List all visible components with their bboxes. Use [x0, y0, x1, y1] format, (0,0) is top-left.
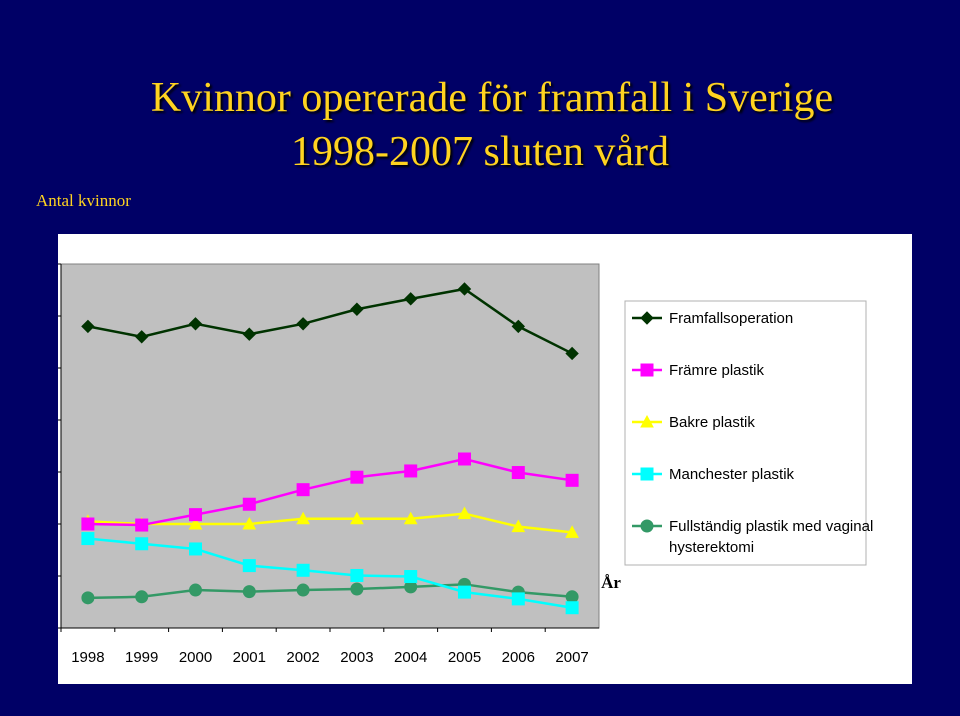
data-point [81, 532, 95, 546]
data-point [81, 591, 95, 605]
legend-label: Bakre plastik [669, 414, 755, 431]
x-tick-label: 2004 [394, 649, 427, 666]
data-point [189, 542, 202, 556]
data-point [242, 559, 256, 573]
data-point [403, 292, 418, 306]
data-point [350, 302, 364, 316]
y-axis-label: Antal kvinnor [36, 191, 131, 210]
legend-marker [640, 311, 654, 325]
data-point [511, 319, 526, 334]
data-point [189, 583, 202, 597]
data-point [242, 516, 257, 530]
chart-title-line2: 1998-2007 sluten vård [291, 129, 669, 175]
legend-marker [640, 363, 654, 377]
data-point [134, 330, 149, 344]
x-tick-label: 1999 [125, 649, 158, 666]
x-tick-label: 2007 [555, 649, 588, 666]
data-point [565, 346, 579, 361]
series-line [87, 457, 573, 527]
line-chart: 0100020003000400050006000700019981999200… [58, 263, 873, 666]
data-point [350, 582, 364, 596]
data-point [135, 518, 149, 532]
series-line [87, 287, 573, 355]
series-line [87, 583, 573, 600]
data-point [457, 506, 472, 520]
data-point [511, 519, 526, 533]
legend-marker [640, 467, 654, 481]
data-point [242, 327, 257, 341]
legend-label: Framfallsoperation [669, 310, 793, 327]
chart-title-line1: Kvinnor opererade för framfall i Sverige [150, 75, 834, 121]
data-point [296, 483, 310, 497]
data-point [296, 563, 310, 577]
data-point [458, 452, 471, 466]
legend-label: hysterektomi [669, 539, 754, 556]
data-point [189, 508, 202, 522]
x-tick-label: 1998 [71, 649, 104, 666]
series-line [87, 512, 573, 534]
chart-panel: 0100020003000400050006000700019981999200… [58, 234, 912, 684]
data-point [565, 601, 579, 615]
data-point [350, 568, 364, 582]
data-point [81, 319, 95, 334]
x-tick-label: 2000 [179, 649, 212, 666]
legend-label: Manchester plastik [669, 466, 795, 483]
data-point [242, 497, 256, 511]
plot-area [60, 263, 600, 629]
data-point [511, 466, 525, 480]
data-point [404, 570, 418, 584]
legend-marker [640, 414, 654, 428]
data-point [296, 511, 310, 525]
data-point [242, 585, 256, 599]
data-point [135, 590, 149, 604]
x-tick-label: 2001 [233, 649, 266, 666]
data-point [565, 525, 579, 538]
data-point [135, 537, 149, 551]
data-point [457, 282, 472, 296]
data-point [81, 517, 95, 531]
x-tick-label: 2003 [340, 649, 373, 666]
data-point [511, 592, 525, 606]
legend-box [624, 300, 867, 566]
legend-label: Främre plastik [669, 362, 765, 379]
data-point [188, 516, 203, 530]
data-point [458, 585, 471, 599]
x-tick-label: 2006 [502, 649, 535, 666]
data-point [188, 317, 203, 331]
legend-label: Fullständig plastik med vaginal [669, 518, 873, 535]
x-axis-label: År [601, 573, 621, 592]
data-point [565, 590, 579, 604]
data-point [565, 473, 579, 487]
data-point [296, 317, 310, 331]
legend-marker [640, 519, 654, 533]
data-point [404, 464, 418, 478]
x-tick-label: 2005 [448, 649, 481, 666]
data-point [296, 583, 310, 597]
series-line [87, 537, 573, 609]
data-point [350, 470, 364, 484]
x-tick-label: 2002 [286, 649, 319, 666]
data-point [403, 511, 418, 525]
data-point [350, 511, 364, 525]
